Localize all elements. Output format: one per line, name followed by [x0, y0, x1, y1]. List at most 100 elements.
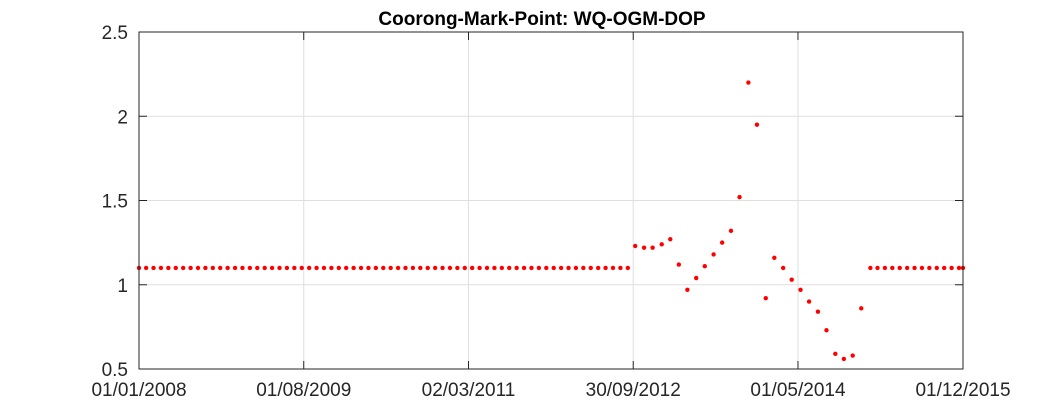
data-point: [610, 265, 616, 271]
y-tick-label: 1.5: [102, 192, 128, 213]
data-point: [618, 265, 623, 271]
data-point: [262, 265, 267, 271]
data-point: [737, 194, 742, 200]
data-point: [659, 242, 664, 247]
data-point: [299, 265, 304, 271]
data-point: [218, 265, 223, 271]
data-point: [588, 265, 593, 271]
y-tick-labels: 0.5 1 1.5 2 2.5: [102, 23, 128, 381]
y-tick-label: 2.5: [102, 23, 128, 44]
data-point: [763, 296, 768, 301]
data-point: [806, 299, 812, 304]
data-point: [676, 262, 682, 267]
data-point: [314, 265, 319, 271]
data-point: [746, 80, 751, 85]
data-point: [780, 265, 786, 271]
data-point: [158, 265, 164, 271]
data-point: [536, 265, 542, 271]
data-point: [633, 243, 638, 249]
data-point: [625, 265, 631, 271]
data-point: [833, 351, 838, 357]
data-point: [462, 265, 467, 271]
data-point: [277, 265, 282, 271]
data-point: [455, 265, 460, 271]
data-point: [514, 265, 519, 271]
data-point: [919, 265, 925, 271]
x-tick-label: 02/03/2011: [422, 380, 516, 401]
data-point: [859, 306, 864, 311]
data-point: [719, 240, 725, 245]
data-point: [366, 265, 371, 271]
x-tick-label: 01/12/2015: [915, 380, 1010, 401]
data-points: [136, 80, 966, 362]
data-point: [904, 265, 910, 271]
data-point: [247, 265, 253, 271]
data-point: [754, 122, 760, 127]
data-point: [203, 265, 208, 271]
data-point: [824, 328, 829, 333]
data-point: [195, 265, 201, 271]
data-point: [875, 265, 880, 271]
data-point: [551, 265, 556, 271]
data-point: [728, 228, 734, 234]
data-point: [595, 265, 601, 271]
data-point: [685, 287, 690, 293]
data-point: [581, 265, 586, 271]
data-point: [558, 265, 564, 271]
data-point: [410, 265, 416, 271]
data-point: [292, 265, 297, 271]
y-tick-label: 2: [117, 107, 128, 128]
data-point: [143, 265, 149, 271]
x-tick-label: 01/08/2009: [256, 380, 351, 401]
data-point: [440, 265, 445, 271]
data-point: [373, 265, 379, 271]
data-point: [772, 255, 777, 260]
data-point: [388, 265, 393, 271]
data-point: [151, 265, 156, 271]
data-point: [381, 265, 386, 271]
data-point: [358, 265, 364, 271]
data-point: [447, 265, 453, 271]
data-point: [269, 265, 275, 271]
data-point: [425, 265, 430, 271]
data-point: [573, 265, 579, 271]
data-point: [897, 265, 902, 271]
x-tick-label: 30/09/2012: [586, 380, 681, 401]
data-point: [934, 265, 939, 271]
data-point: [173, 265, 178, 271]
data-point: [507, 265, 512, 271]
axis-ticks: [138, 31, 964, 370]
data-point: [641, 245, 647, 250]
data-point: [694, 275, 699, 281]
data-point: [484, 265, 490, 271]
data-point: [418, 265, 423, 271]
data-point: [529, 265, 534, 271]
data-point: [477, 265, 482, 271]
data-point: [841, 356, 847, 362]
data-point: [240, 265, 245, 271]
data-point: [232, 265, 238, 271]
data-point: [544, 265, 549, 271]
data-point: [225, 265, 230, 271]
data-point: [668, 237, 673, 242]
data-point: [711, 252, 716, 257]
data-point: [815, 309, 821, 314]
y-tick-label: 1: [117, 276, 128, 297]
data-point: [351, 265, 356, 271]
data-point: [336, 265, 342, 271]
data-point: [344, 265, 349, 271]
data-point: [284, 265, 290, 271]
data-point: [850, 353, 855, 358]
data-point: [949, 265, 954, 271]
data-point: [868, 265, 873, 271]
data-point: [521, 265, 527, 271]
x-tick-labels: 01/01/2008 01/08/2009 02/03/2011 30/09/2012…: [91, 380, 1010, 401]
data-point: [180, 265, 186, 271]
data-point: [403, 265, 408, 271]
y-tick-label: 0.5: [102, 360, 128, 381]
data-point: [956, 265, 962, 271]
x-tick-label: 01/05/2014: [750, 380, 846, 401]
data-point: [798, 287, 803, 293]
data-point: [210, 265, 216, 271]
